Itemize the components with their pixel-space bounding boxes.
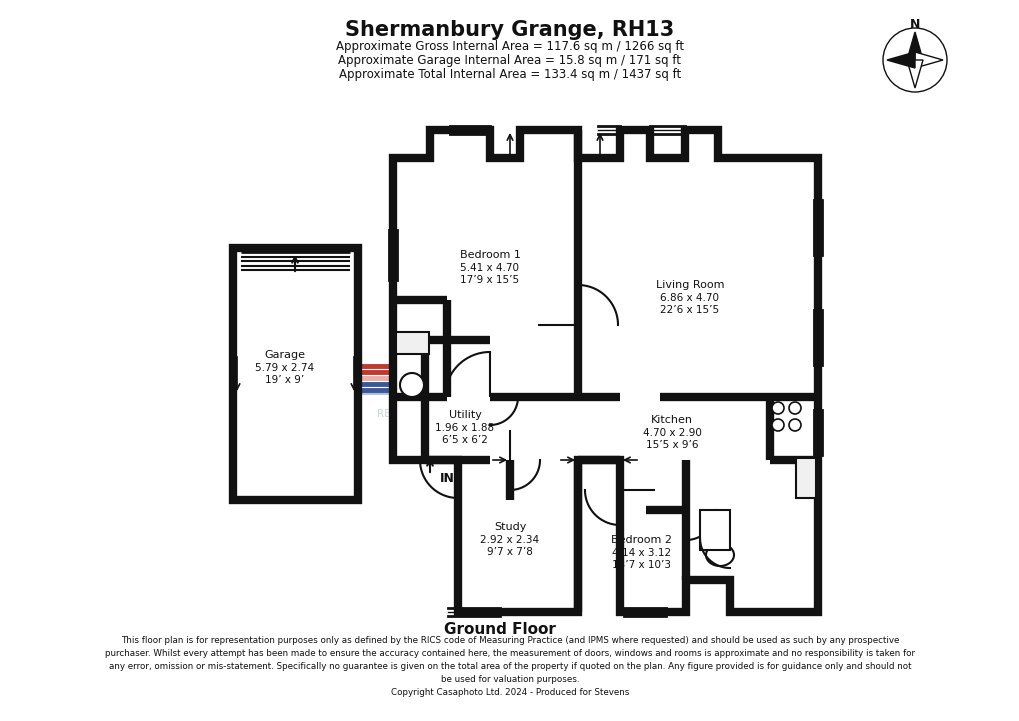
Text: 4.14 x 3.12: 4.14 x 3.12 <box>611 548 671 558</box>
Text: be used for valuation purposes.: be used for valuation purposes. <box>440 675 579 684</box>
Text: 19’ x 9’: 19’ x 9’ <box>265 375 305 385</box>
Text: Study: Study <box>493 522 526 532</box>
Text: IN: IN <box>439 472 454 485</box>
Polygon shape <box>232 248 358 500</box>
Circle shape <box>399 373 424 397</box>
Text: 13’7 x 10’3: 13’7 x 10’3 <box>611 560 671 570</box>
Text: 5.79 x 2.74: 5.79 x 2.74 <box>255 363 314 373</box>
Text: 6.86 x 4.70: 6.86 x 4.70 <box>660 293 718 303</box>
Text: Bedroom 1: Bedroom 1 <box>460 250 520 260</box>
Polygon shape <box>392 130 817 612</box>
Circle shape <box>789 419 800 431</box>
Text: 9’7 x 7’8: 9’7 x 7’8 <box>487 547 532 557</box>
Text: making the right moves: making the right moves <box>435 394 584 407</box>
Polygon shape <box>906 60 922 88</box>
Text: Shermanbury Grange, RH13: Shermanbury Grange, RH13 <box>345 20 674 40</box>
Text: Approximate Gross Internal Area = 117.6 sq m / 1266 sq ft: Approximate Gross Internal Area = 117.6 … <box>335 40 684 53</box>
Text: N: N <box>909 17 919 30</box>
Text: Living Room: Living Room <box>655 280 723 290</box>
Circle shape <box>771 402 784 414</box>
Text: Approximate Total Internal Area = 133.4 sq m / 1437 sq ft: Approximate Total Internal Area = 133.4 … <box>338 68 681 81</box>
Ellipse shape <box>705 544 734 566</box>
Text: Approximate Garage Internal Area = 15.8 sq m / 171 sq ft: Approximate Garage Internal Area = 15.8 … <box>338 54 681 67</box>
Text: Utility: Utility <box>448 410 481 420</box>
Text: Garage: Garage <box>264 350 306 360</box>
Bar <box>795 458 815 498</box>
Text: purchaser. Whilst every attempt has been made to ensure the accuracy contained h: purchaser. Whilst every attempt has been… <box>105 649 914 658</box>
Circle shape <box>771 419 784 431</box>
Polygon shape <box>906 32 922 60</box>
Circle shape <box>789 402 800 414</box>
Text: Kitchen: Kitchen <box>650 415 692 425</box>
Polygon shape <box>887 52 914 68</box>
Text: 5.41 x 4.70: 5.41 x 4.70 <box>460 263 519 273</box>
Text: 22’6 x 15’5: 22’6 x 15’5 <box>659 305 718 315</box>
Text: RESIDENTIAL LETTINGS & PROPERTY MANAGEMENT: RESIDENTIAL LETTINGS & PROPERTY MANAGEME… <box>376 409 643 419</box>
Text: 2.92 x 2.34: 2.92 x 2.34 <box>480 535 539 545</box>
Text: 1.96 x 1.88: 1.96 x 1.88 <box>435 423 494 433</box>
Text: 17’9 x 15’5: 17’9 x 15’5 <box>460 275 519 285</box>
Bar <box>699 510 730 550</box>
Bar <box>395 332 429 354</box>
Text: stevens: stevens <box>418 352 601 394</box>
Text: 15’5 x 9’6: 15’5 x 9’6 <box>645 440 698 450</box>
Text: Bedroom 2: Bedroom 2 <box>611 535 672 545</box>
Text: 4.70 x 2.90: 4.70 x 2.90 <box>642 428 701 438</box>
Text: any error, omission or mis-statement. Specifically no guarantee is given on the : any error, omission or mis-statement. Sp… <box>109 662 910 671</box>
Polygon shape <box>914 52 943 68</box>
Text: Copyright Casaphoto Ltd. 2024 - Produced for Stevens: Copyright Casaphoto Ltd. 2024 - Produced… <box>390 688 629 697</box>
Text: Ground Floor: Ground Floor <box>443 622 555 637</box>
Text: 6’5 x 6’2: 6’5 x 6’2 <box>441 435 487 445</box>
Text: This floor plan is for representation purposes only as defined by the RICS code : This floor plan is for representation pu… <box>120 636 899 645</box>
